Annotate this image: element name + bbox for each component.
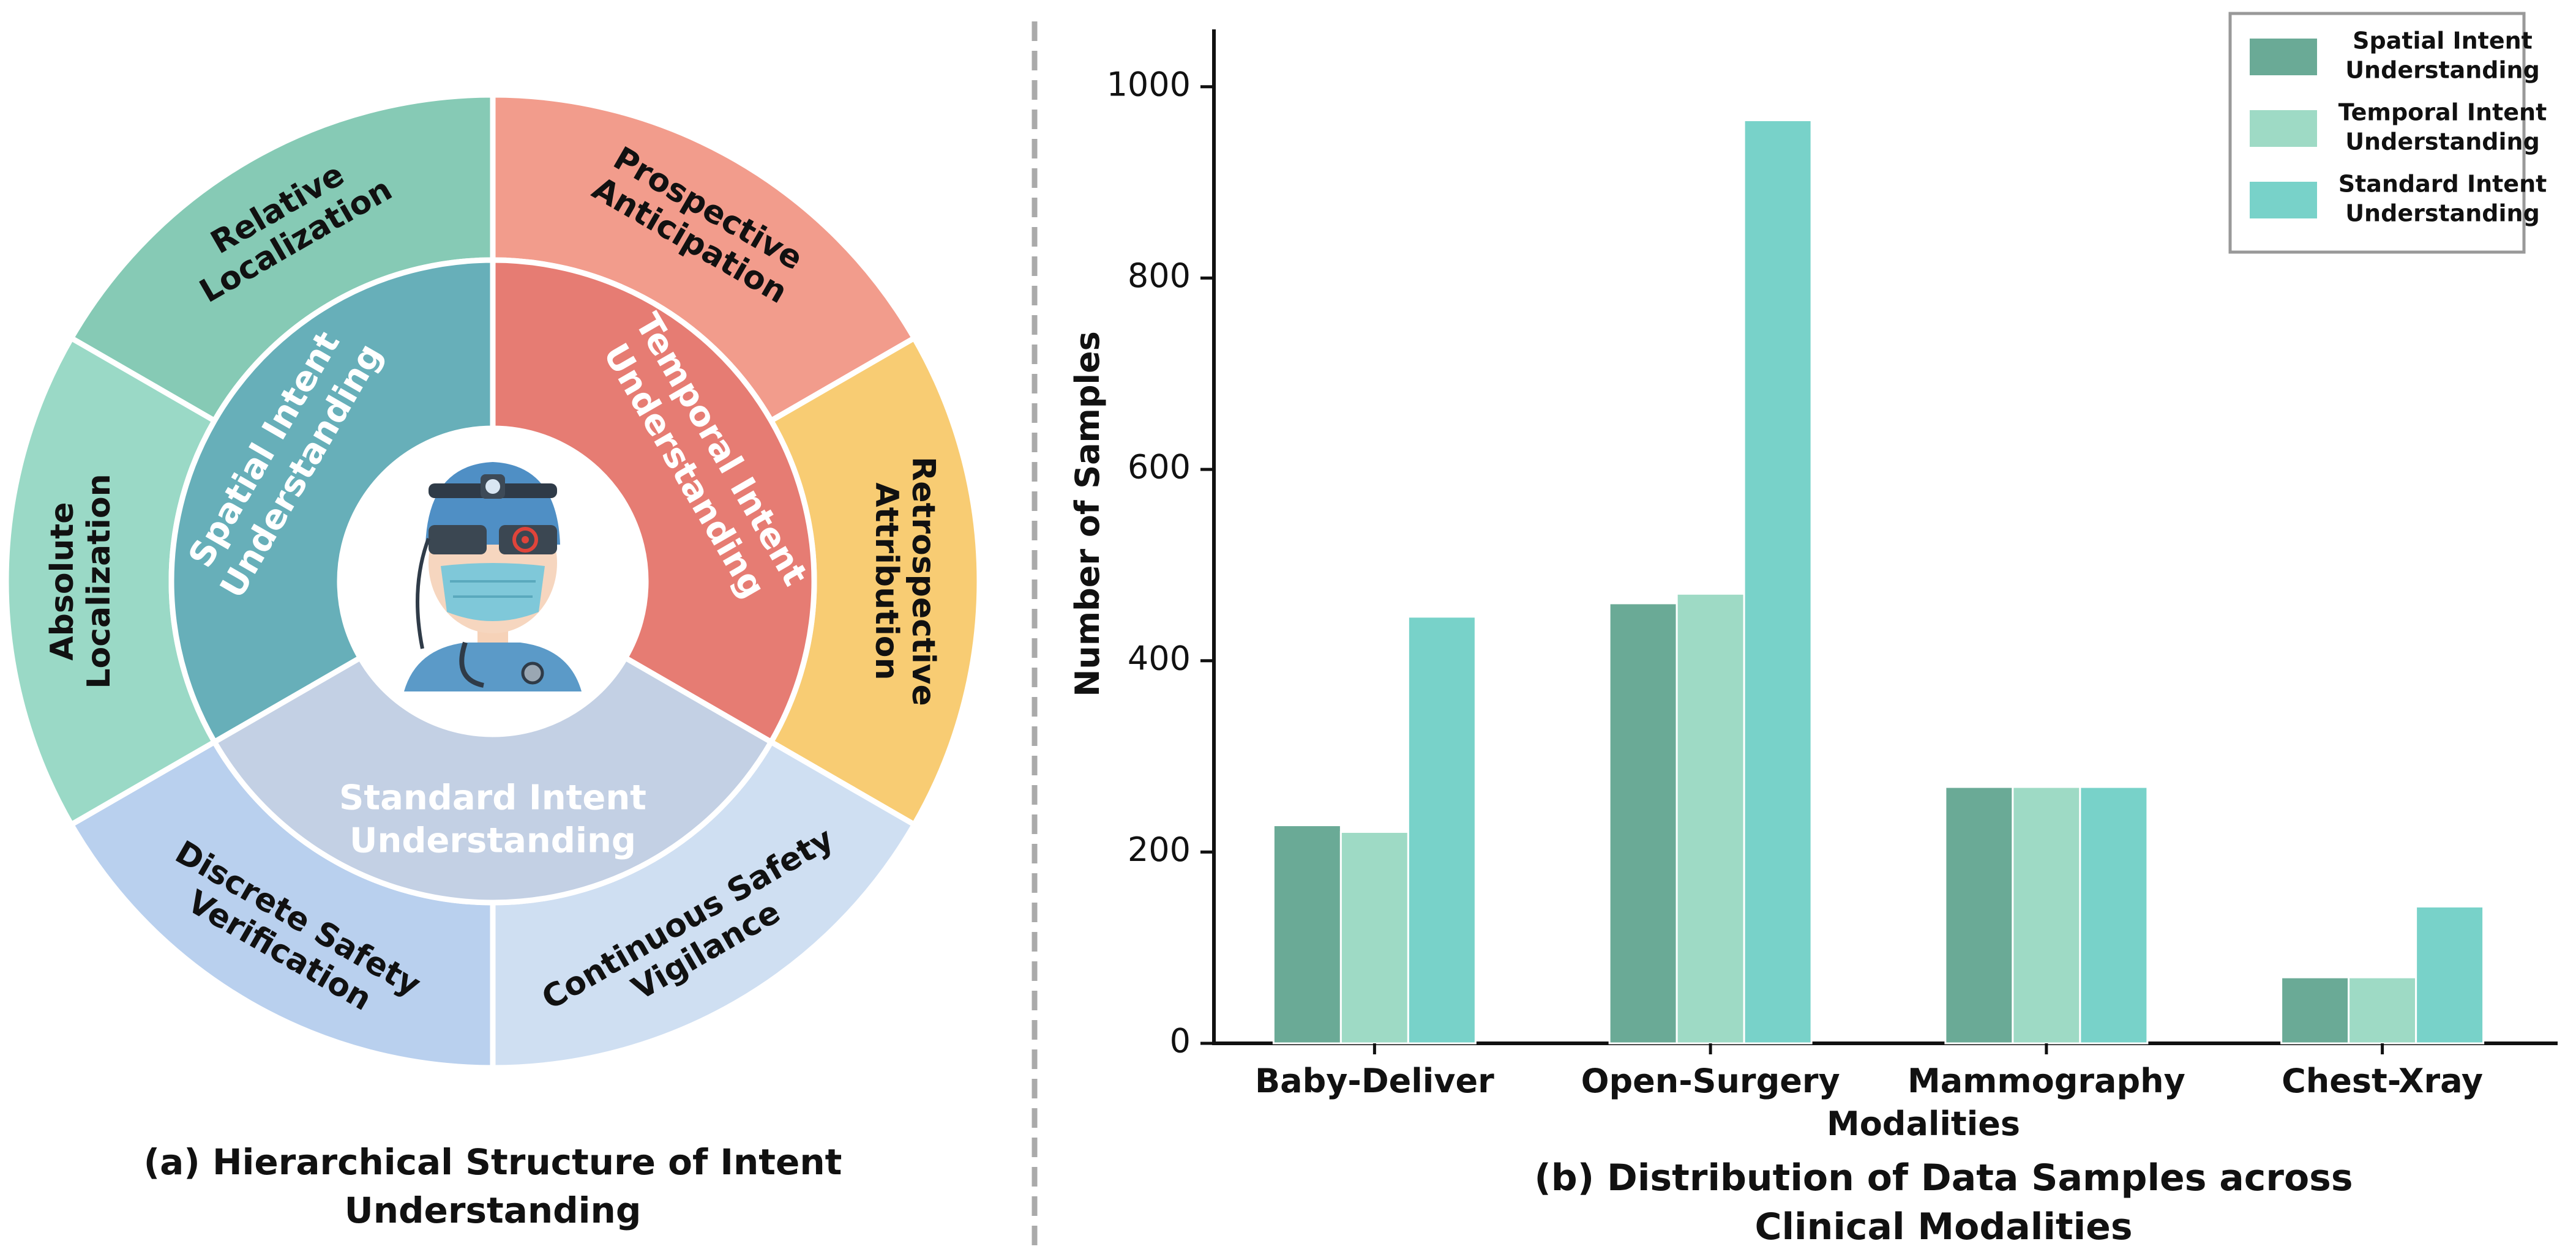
ring-label-outer-absolute-line: Localization (81, 474, 118, 688)
bar-mammography-series-1 (2012, 786, 2081, 1045)
chart-title-line2: Clinical Modalities (1754, 1205, 2132, 1248)
ring-arc-inner-standard (211, 654, 775, 906)
legend-label-1-line: Temporal Intent (2338, 99, 2547, 126)
bar-baby-deliver-series-0 (1272, 824, 1342, 1045)
ring-arc-inner-spatial (168, 257, 496, 746)
legend-label-0-line: Understanding (2345, 57, 2540, 84)
y-axis-title: Number of Samples (1068, 331, 1107, 697)
y-tick-label: 400 (1128, 639, 1191, 677)
legend-label-2-line: Standard Intent (2338, 171, 2547, 198)
ring-label-inner-standard-line: Standard Intent (339, 778, 646, 818)
ring-label-inner-standard-line: Understanding (350, 821, 636, 861)
legend-label-2-line: Understanding (2345, 200, 2540, 227)
bar-open-surgery-series-1 (1676, 592, 1745, 1045)
y-tick-label: 600 (1128, 448, 1191, 486)
panel-a-caption-line1: (a) Hierarchical Structure of Intent (144, 1141, 842, 1183)
y-tick-label: 1000 (1107, 65, 1191, 103)
bar-mammography-series-0 (1944, 786, 2014, 1045)
bar-chest-xray-series-0 (2280, 976, 2350, 1045)
ring-arc-inner-temporal (490, 257, 817, 746)
ring-label-inner-standard: Standard Intent Understanding (339, 778, 646, 861)
bar-open-surgery-series-0 (1608, 602, 1678, 1045)
bar-mammography-series-2 (2079, 786, 2149, 1045)
bar-baby-deliver-series-1 (1339, 831, 1409, 1045)
bar-chest-xray-series-2 (2415, 905, 2485, 1045)
ring-label-outer-retrospective-line: Retrospective (905, 456, 942, 706)
ring-label-outer-retrospective: RetrospectiveAttribution (868, 456, 942, 706)
x-tick-label: Open-Surgery (1581, 1062, 1840, 1100)
legend-label-0-line: Spatial Intent (2353, 28, 2533, 54)
chart-title-line1: (b) Distribution of Data Samples across (1534, 1157, 2353, 1199)
x-tick-label: Chest-Xray (2282, 1062, 2483, 1100)
legend-swatch-1 (2250, 110, 2317, 147)
y-tick-label: 200 (1128, 830, 1191, 869)
legend-label-2: Standard Intent Understanding (2338, 171, 2547, 227)
ring-label-outer-absolute-line: Absolute (44, 502, 81, 660)
x-tick-label: Baby-Deliver (1255, 1062, 1494, 1100)
bar-chest-xray-series-1 (2348, 976, 2417, 1045)
bar-baby-deliver-series-2 (1407, 616, 1477, 1045)
panel-a-caption-line2: Understanding (345, 1190, 642, 1231)
legend-label-0: Spatial Intent Understanding (2345, 28, 2540, 84)
y-tick-label: 0 (1170, 1022, 1191, 1060)
legend-label-1-line: Understanding (2345, 129, 2540, 155)
legend-swatch-0 (2250, 39, 2317, 75)
bar-open-surgery-series-2 (1743, 119, 1813, 1045)
bar-chart: 0 200 400 600 800 1000 Baby-Deliver Open-Surge… (1068, 12, 2558, 1248)
x-axis-title: Modalities (1827, 1105, 2020, 1143)
legend-label-1: Temporal Intent Understanding (2338, 99, 2547, 155)
ring-label-outer-absolute: AbsoluteLocalization (44, 474, 118, 688)
legend-swatch-2 (2250, 182, 2317, 218)
x-tick-label: Mammography (1908, 1062, 2185, 1100)
hierarchy-ring-diagram: RelativeLocalization ProspectiveAnticipat… (3, 92, 983, 1231)
surgeon-icon (343, 432, 642, 731)
y-tick-label: 800 (1128, 256, 1191, 295)
ring-label-outer-retrospective-line: Attribution (868, 482, 905, 680)
